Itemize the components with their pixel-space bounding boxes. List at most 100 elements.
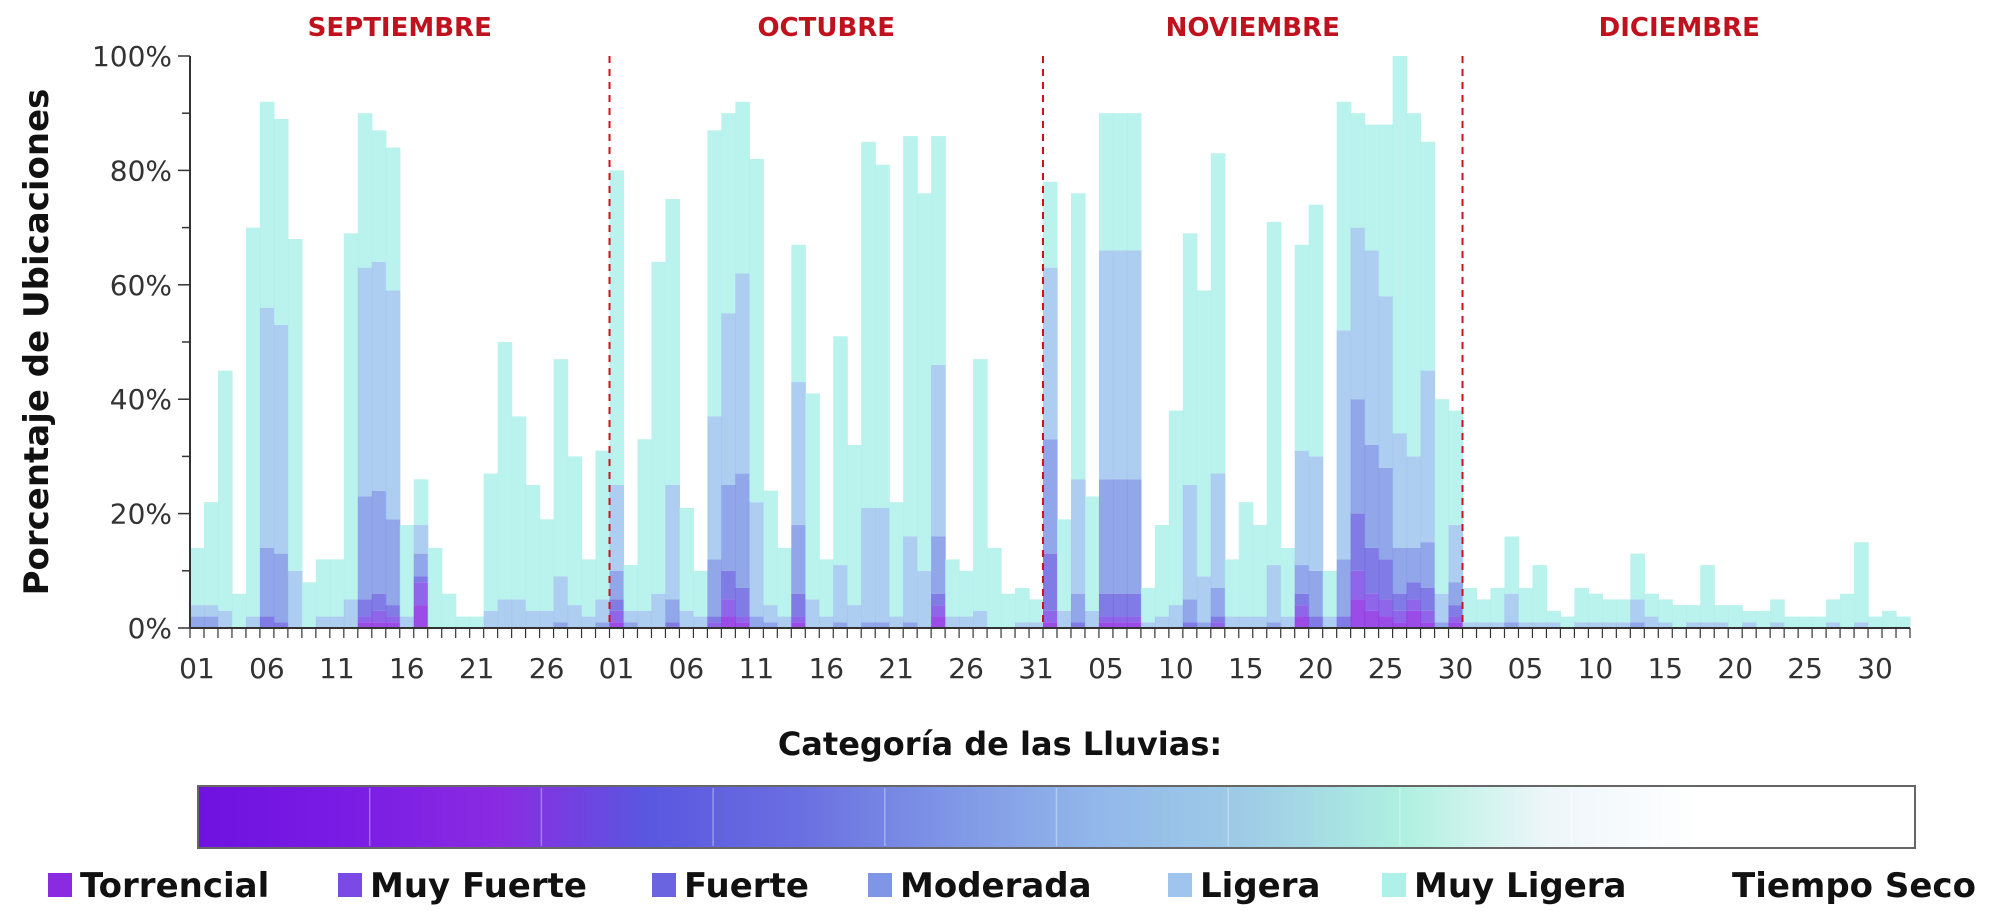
- bar-segment: [259, 307, 275, 548]
- bar-segment: [917, 193, 932, 571]
- y-axis-label: Porcentaje de Ubicaciones: [17, 89, 57, 596]
- bar-segment: [1126, 616, 1142, 623]
- y-tick-label: 60%: [110, 269, 172, 302]
- bar-segment: [735, 587, 750, 617]
- bar-segment: [1098, 479, 1114, 594]
- bar-segment: [427, 547, 443, 628]
- bar-segment: [1084, 496, 1100, 611]
- bar-segment: [791, 593, 806, 617]
- bar-segment: [231, 593, 247, 628]
- bar-segment: [1868, 616, 1883, 628]
- bar-segment: [1182, 485, 1198, 600]
- bar-segment: [1476, 599, 1492, 623]
- bar-segment: [1490, 622, 1506, 628]
- bar-segment: [1490, 587, 1506, 623]
- month-label: DICIEMBRE: [1599, 13, 1760, 43]
- bar-segment: [1630, 553, 1645, 600]
- bar-segment: [1574, 587, 1589, 623]
- bar-segment: [1700, 565, 1715, 623]
- bar-segment: [721, 485, 736, 571]
- bar-segment: [385, 147, 401, 291]
- x-tick-label: 30: [1857, 652, 1893, 685]
- x-tick-label: 15: [1647, 652, 1683, 685]
- bar-segment: [609, 622, 625, 628]
- x-tick-label: 11: [319, 652, 355, 685]
- bar-segment: [413, 553, 429, 577]
- bar-segment: [413, 479, 429, 526]
- bar-segment: [385, 290, 401, 520]
- bar-segment: [1476, 622, 1492, 628]
- x-tick-label: 16: [808, 652, 844, 685]
- bar-segment: [1070, 193, 1086, 480]
- bar-segment: [1518, 622, 1534, 628]
- legend-label: Muy Fuerte: [370, 866, 587, 906]
- bar-segment: [483, 610, 499, 628]
- bar-segment: [1392, 610, 1408, 623]
- legend-swatch: [868, 873, 892, 897]
- bar-segment: [385, 622, 401, 628]
- bar-segment: [1294, 565, 1310, 594]
- bar-segment: [1448, 525, 1464, 583]
- bar-segment: [875, 622, 890, 628]
- legend-swatch: [338, 873, 362, 897]
- bar-segment: [777, 547, 792, 617]
- bar-segment: [357, 616, 373, 623]
- bar-segment: [623, 610, 639, 623]
- bar-segment: [1252, 525, 1268, 617]
- bar-segment: [819, 559, 834, 617]
- bar-segment: [679, 507, 695, 611]
- bar-segment: [1392, 547, 1408, 594]
- bar-segment: [371, 261, 387, 491]
- bar-segment: [679, 610, 695, 628]
- bar-segment: [861, 507, 876, 623]
- bar-segment: [1280, 616, 1296, 628]
- bar-segment: [441, 593, 457, 628]
- bar-segment: [525, 610, 541, 628]
- bar-segment: [1602, 599, 1617, 623]
- bar-segment: [511, 416, 527, 600]
- bar-segment: [637, 610, 653, 628]
- bar-segment: [1168, 410, 1184, 606]
- x-tick-label: 26: [529, 652, 565, 685]
- bar-segment: [343, 233, 359, 600]
- bar-segment: [190, 605, 205, 617]
- x-tick-label: 10: [1158, 652, 1194, 685]
- bar-segment: [791, 382, 806, 526]
- bar-segment: [1126, 622, 1142, 628]
- bar-segment: [609, 610, 625, 623]
- month-label: SEPTIEMBRE: [308, 13, 492, 43]
- bar-segment: [735, 273, 750, 474]
- bar-segment: [693, 616, 708, 628]
- bar-segment: [1546, 610, 1561, 623]
- bar-segment: [399, 525, 415, 617]
- bar-segment: [1294, 593, 1310, 606]
- bar-segment: [1029, 622, 1044, 628]
- bar-segment: [1406, 456, 1422, 548]
- bar-segment: [553, 622, 569, 628]
- legend-label: Moderada: [900, 866, 1092, 906]
- bar-segment: [1336, 101, 1352, 331]
- bar-segment: [1336, 330, 1352, 560]
- bar-segment: [1434, 593, 1450, 623]
- bar-segment: [371, 490, 387, 594]
- bar-segment: [1448, 410, 1464, 526]
- bar-segment: [1546, 622, 1561, 628]
- bar-segment: [1112, 113, 1128, 251]
- bar-segment: [1210, 622, 1226, 628]
- bar-segment: [1364, 250, 1380, 445]
- bar-segment: [1070, 622, 1086, 628]
- bar-segment: [903, 536, 918, 623]
- bar-segment: [1784, 616, 1799, 628]
- bar-segment: [1364, 610, 1380, 628]
- bar-segment: [329, 616, 345, 628]
- bar-segment: [567, 456, 583, 606]
- bar-segment: [791, 525, 806, 594]
- bar-segment: [847, 444, 862, 606]
- bar-segment: [1756, 610, 1771, 628]
- bar-segment: [973, 610, 988, 628]
- bar-segment: [371, 610, 387, 623]
- bar-segment: [399, 616, 415, 628]
- bar-segment: [595, 622, 611, 628]
- bar-segment: [371, 130, 387, 262]
